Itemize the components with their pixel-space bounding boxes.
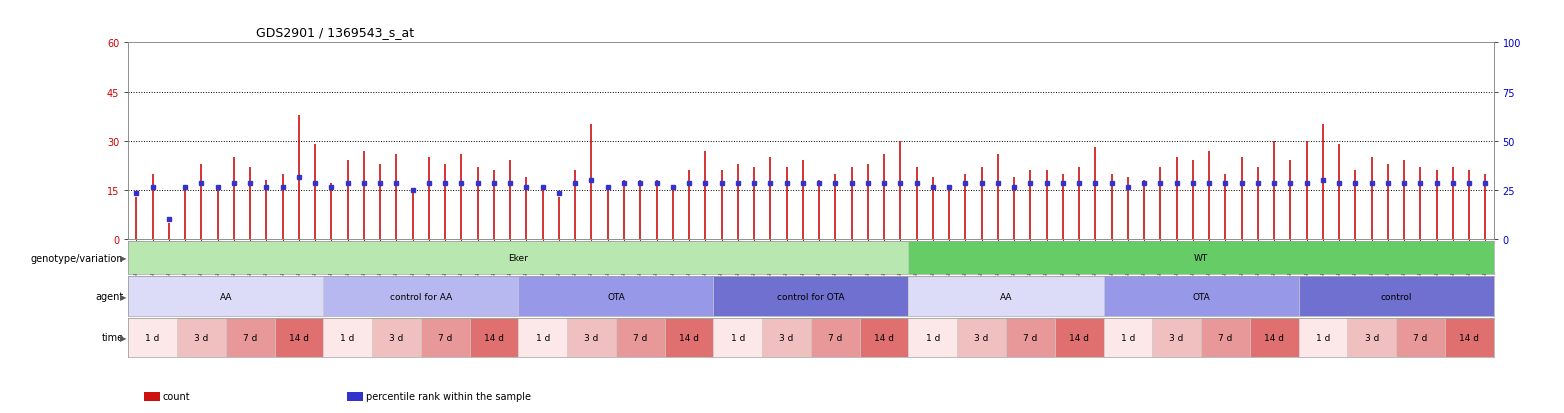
Text: 3 d: 3 d	[1364, 333, 1379, 342]
Bar	[1250, 318, 1298, 357]
Bar	[616, 318, 665, 357]
Bar	[1153, 318, 1201, 357]
Bar	[665, 318, 713, 357]
Text: 14 d: 14 d	[1070, 333, 1089, 342]
Text: OTA: OTA	[607, 292, 624, 301]
Bar	[1104, 277, 1298, 316]
Bar	[128, 242, 909, 275]
Text: 3 d: 3 d	[585, 333, 599, 342]
Bar	[177, 318, 225, 357]
Text: AA: AA	[219, 292, 231, 301]
Text: 1 d: 1 d	[535, 333, 551, 342]
Text: 7 d: 7 d	[242, 333, 258, 342]
Text: 14 d: 14 d	[1264, 333, 1284, 342]
Text: control for OTA: control for OTA	[777, 292, 845, 301]
Bar	[421, 318, 469, 357]
Text: 7 d: 7 d	[438, 333, 452, 342]
Bar	[909, 277, 1104, 316]
Bar	[324, 277, 518, 316]
Bar	[1201, 318, 1250, 357]
Bar	[909, 242, 1494, 275]
Text: 7 d: 7 d	[827, 333, 843, 342]
Text: 1 d: 1 d	[145, 333, 160, 342]
Bar	[713, 318, 762, 357]
Text: WT: WT	[1193, 254, 1207, 263]
Text: AA: AA	[999, 292, 1012, 301]
Bar	[324, 318, 372, 357]
Bar	[225, 318, 275, 357]
Text: time: time	[102, 332, 124, 343]
Bar	[372, 318, 421, 357]
Text: 3 d: 3 d	[779, 333, 795, 342]
Text: 1 d: 1 d	[341, 333, 355, 342]
Text: 14 d: 14 d	[874, 333, 895, 342]
Text: 3 d: 3 d	[1170, 333, 1184, 342]
Bar	[1006, 318, 1054, 357]
Text: control: control	[1381, 292, 1412, 301]
Text: 7 d: 7 d	[633, 333, 647, 342]
Text: genotype/variation: genotype/variation	[31, 253, 124, 263]
Text: 7 d: 7 d	[1218, 333, 1232, 342]
Text: 14 d: 14 d	[289, 333, 310, 342]
Text: 1 d: 1 d	[730, 333, 744, 342]
Bar	[957, 318, 1006, 357]
Bar	[1397, 318, 1445, 357]
Text: 14 d: 14 d	[483, 333, 504, 342]
Bar	[568, 318, 616, 357]
Text: ▶: ▶	[120, 333, 127, 342]
Text: OTA: OTA	[1192, 292, 1211, 301]
Bar	[1445, 318, 1494, 357]
Bar	[762, 318, 812, 357]
Text: ▶: ▶	[120, 254, 127, 263]
Bar	[1347, 318, 1397, 357]
Bar	[1054, 318, 1104, 357]
Text: ▶: ▶	[120, 292, 127, 301]
Bar	[1298, 318, 1347, 357]
Text: 1 d: 1 d	[1315, 333, 1329, 342]
Text: 14 d: 14 d	[1459, 333, 1480, 342]
Text: 1 d: 1 d	[1121, 333, 1135, 342]
Bar	[275, 318, 324, 357]
Bar	[1298, 277, 1494, 316]
Text: 14 d: 14 d	[679, 333, 699, 342]
Text: 3 d: 3 d	[389, 333, 404, 342]
Text: 1 d: 1 d	[926, 333, 940, 342]
Bar	[128, 277, 324, 316]
Bar	[469, 318, 518, 357]
Bar	[812, 318, 860, 357]
Bar	[713, 277, 909, 316]
Bar	[128, 318, 177, 357]
Text: 7 d: 7 d	[1414, 333, 1428, 342]
Bar	[909, 318, 957, 357]
Text: agent: agent	[95, 291, 124, 301]
Text: 7 d: 7 d	[1023, 333, 1037, 342]
Text: 3 d: 3 d	[194, 333, 208, 342]
Bar	[518, 277, 713, 316]
Bar	[1104, 318, 1153, 357]
Text: GDS2901 / 1369543_s_at: GDS2901 / 1369543_s_at	[256, 26, 414, 39]
Text: control for AA: control for AA	[389, 292, 452, 301]
Bar	[860, 318, 909, 357]
Bar	[518, 318, 568, 357]
Text: percentile rank within the sample: percentile rank within the sample	[366, 392, 530, 401]
Text: Eker: Eker	[508, 254, 529, 263]
Text: count: count	[163, 392, 191, 401]
Text: 3 d: 3 d	[974, 333, 988, 342]
